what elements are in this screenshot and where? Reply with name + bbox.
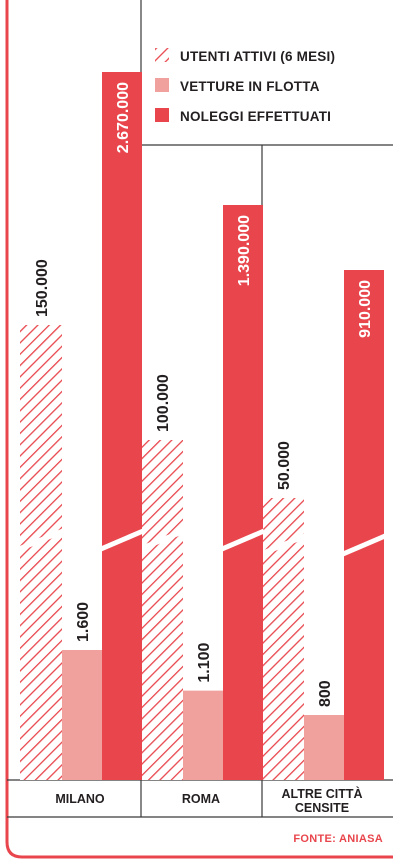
source-note: FONTE: ANIASA [293, 833, 383, 845]
legend-swatch-rentals [155, 108, 169, 122]
value-label-fleet-roma: 1.100 [196, 642, 213, 682]
value-label-users-roma: 100.000 [155, 374, 172, 432]
value-label-users-milano: 150.000 [34, 259, 51, 317]
legend-item-rentals: NOLEGGI EFFETTUATI [155, 108, 331, 124]
bar-users-milano [20, 325, 62, 780]
legend-swatch-users [155, 48, 169, 62]
value-label-rentals-roma: 1.390.000 [236, 215, 253, 286]
bar-rentals-roma [223, 205, 263, 780]
labels-layer: 150.000 100.000 50.000 1.600 1.100 800 2.670.0… [34, 82, 374, 815]
value-label-rentals-milano: 2.670.000 [115, 82, 132, 153]
axis-break-rentals-milano [100, 528, 144, 552]
value-label-rentals-altre-citta: 910.000 [357, 280, 374, 338]
bar-rentals-milano [102, 72, 142, 780]
bars-layer [18, 72, 386, 780]
legend-swatch-fleet [155, 78, 169, 92]
bar-fleet-milano [62, 650, 102, 780]
legend-item-fleet: VETTURE IN FLOTTA [155, 78, 320, 94]
axis-break-users-altre-citta [260, 533, 306, 557]
legend: UTENTI ATTIVI (6 MESI) VETTURE IN FLOTTA… [155, 48, 335, 124]
category-label-altre-citta: ALTRE CITTÀ CENSITE [281, 786, 362, 815]
legend-item-users: UTENTI ATTIVI (6 MESI) [155, 48, 335, 64]
axis-break-users-milano [18, 528, 64, 552]
chart-frame [5, 0, 393, 859]
bar-fleet-roma [183, 690, 223, 780]
legend-label-rentals: NOLEGGI EFFETTUATI [180, 109, 331, 124]
value-label-fleet-milano: 1.600 [75, 602, 92, 642]
bar-users-roma [141, 440, 183, 780]
axis-break-rentals-altre-citta [342, 533, 386, 557]
value-label-users-altre-citta: 50.000 [276, 441, 293, 490]
value-label-fleet-altre-citta: 800 [317, 680, 334, 707]
category-label-roma: ROMA [182, 792, 220, 806]
axis-break-rentals-roma [221, 528, 265, 552]
category-label-milano: MILANO [55, 792, 105, 806]
axis-break-users-roma [139, 528, 185, 552]
legend-label-users: UTENTI ATTIVI (6 MESI) [180, 49, 335, 64]
legend-label-fleet: VETTURE IN FLOTTA [180, 79, 320, 94]
bar-rentals-altre-citta [344, 270, 384, 780]
bar-fleet-altre-citta [304, 715, 344, 780]
